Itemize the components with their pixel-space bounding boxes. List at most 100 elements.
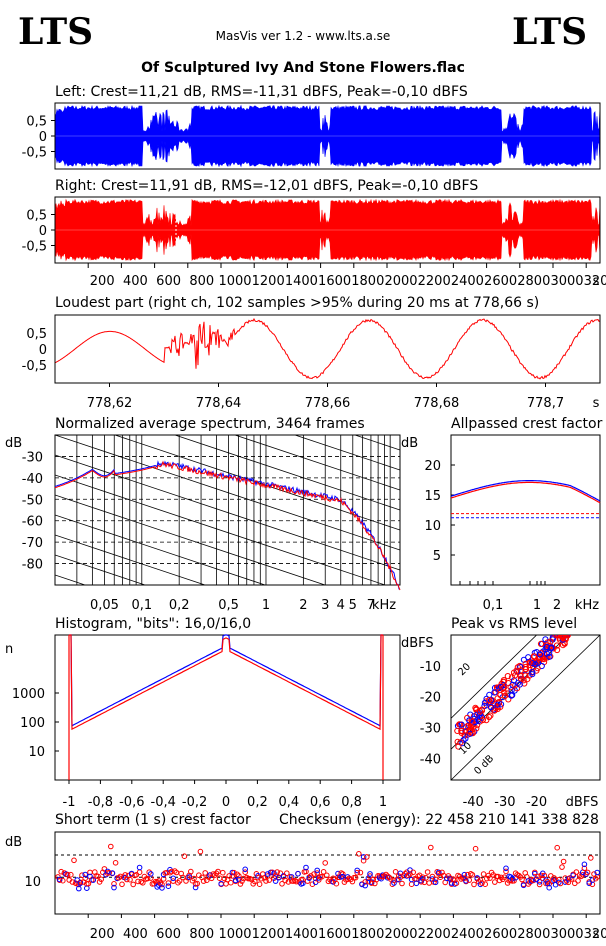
histogram-xtick-label: 0 xyxy=(222,795,230,810)
peak-rms-diag-label: 0 dB xyxy=(472,753,496,777)
crest-short-xtick-label: 1600 xyxy=(318,927,351,942)
crest-short-point-right xyxy=(560,858,567,865)
crest-short-point-right xyxy=(319,873,325,880)
peak-rms-point xyxy=(558,635,565,639)
right-wave-ytick-label: 0,5 xyxy=(26,209,47,224)
crest-short-xtick-label: 400 xyxy=(123,927,148,942)
crest-short-point-left xyxy=(536,879,543,885)
spectrum-diag xyxy=(55,514,267,585)
crest-short-xtick-label: 800 xyxy=(189,927,214,942)
crest-short-point-right xyxy=(471,881,477,888)
right-wave-ytick-label: -0,5 xyxy=(22,240,47,255)
peak-rms-point xyxy=(477,708,484,715)
logo-left: LTS xyxy=(18,11,93,53)
spectrum-diag xyxy=(55,574,87,585)
peak-rms-point xyxy=(498,701,505,708)
histogram-title: Histogram, "bits": 16,0/16,0 xyxy=(55,616,251,632)
spectrum-diag xyxy=(55,435,400,551)
crest-short-ylabel: dB xyxy=(5,835,22,850)
crest-short-point-right xyxy=(452,877,458,884)
peak-rms-point xyxy=(458,721,465,728)
peak-rms-point xyxy=(491,689,498,696)
peak-rms-point xyxy=(554,646,561,654)
allpass-frame xyxy=(450,434,601,586)
time-xtick-label: 2800 xyxy=(517,274,550,289)
crest-short-point-right xyxy=(354,869,361,876)
crest-short-point-right xyxy=(351,874,357,881)
histogram-ytick-label: 100 xyxy=(20,716,45,731)
time-xtick-label: 2000 xyxy=(384,274,417,289)
crest-short-point-right xyxy=(200,878,207,884)
peak-rms-point xyxy=(537,640,545,648)
crest-short-point-left xyxy=(461,871,468,878)
crest-short-point-right xyxy=(423,875,429,881)
peak-rms-point xyxy=(517,673,524,680)
peak-rms-point xyxy=(536,655,543,662)
spectrum-xtick-label: 7 xyxy=(367,598,375,613)
crest-short-point-right xyxy=(573,869,580,875)
crest-short-point-right xyxy=(136,869,143,876)
crest-short-point-left xyxy=(272,878,279,884)
crest-short-point-left xyxy=(159,885,165,891)
histogram-ytick-label: 10 xyxy=(28,745,45,760)
histogram-xtick-label: 0,4 xyxy=(278,795,299,810)
crest-short-point-left xyxy=(232,877,239,884)
crest-short-point-left xyxy=(84,885,90,892)
crest-short-point-right xyxy=(106,869,112,876)
crest-short-point-right xyxy=(480,871,487,877)
crest-short-point-left xyxy=(165,883,172,890)
crest-short-point-right xyxy=(284,870,290,877)
crest-short-point-right xyxy=(277,870,284,877)
crest-short-point-right xyxy=(392,869,399,875)
crest-short-point-left xyxy=(111,884,117,891)
crest-short-point-right xyxy=(516,872,522,879)
histogram-xtick-label: -0,8 xyxy=(88,795,113,810)
crest-short-point-right xyxy=(159,881,165,888)
time-xtick-label: 1800 xyxy=(351,274,384,289)
loudest-xtick-label: 778,62 xyxy=(87,396,133,411)
crest-short-point-right xyxy=(472,845,479,852)
crest-short-point-right xyxy=(140,880,146,886)
peak-rms-point xyxy=(526,659,533,666)
crest-short-point-right xyxy=(60,877,66,884)
loudest-xtick-label: 778,64 xyxy=(196,396,242,411)
crest-short-ytick-label: 10 xyxy=(24,875,41,890)
peak-rms-point xyxy=(487,703,495,711)
crest-short-point-left xyxy=(109,870,116,876)
peak-rms-point xyxy=(553,642,561,649)
allpass-ylabel: dB xyxy=(401,436,418,451)
crest-short-point-right xyxy=(130,881,136,888)
crest-short-point-right xyxy=(197,848,204,855)
time-xtick-label: 600 xyxy=(156,274,181,289)
crest-short-point-right xyxy=(490,872,497,878)
spectrum-diag xyxy=(55,534,207,585)
crest-short-point-left xyxy=(300,880,306,887)
crest-short-point-right xyxy=(388,876,394,882)
peak-rms-frame xyxy=(450,634,601,781)
peak-rms-point xyxy=(530,653,537,660)
crest-short-xtick-label: 2800 xyxy=(517,927,550,942)
crest-short-point-left xyxy=(82,871,88,878)
peak-rms-point xyxy=(529,660,536,667)
crest-short-point-right xyxy=(303,868,309,875)
crest-short-point-right xyxy=(226,873,232,879)
peak-rms-point xyxy=(505,696,512,703)
crest-short-point-right xyxy=(112,860,119,866)
spectrum-frame xyxy=(54,434,401,586)
crest-short-point-right xyxy=(322,860,329,866)
spectrum-ytick-label: -60 xyxy=(22,515,43,530)
crest-short-point-right xyxy=(503,868,509,875)
spectrum-diag xyxy=(55,275,400,390)
peak-rms-point xyxy=(478,706,485,713)
histogram-xtick-label: 0,2 xyxy=(247,795,268,810)
loudest-ytick-label: 0 xyxy=(39,343,47,358)
crest-short-point-right xyxy=(399,880,405,887)
loudest-ytick-label: 0,5 xyxy=(26,327,47,342)
crest-short-xtick-label: 2400 xyxy=(451,927,484,942)
crest-short-point-right xyxy=(135,878,141,885)
peak-rms-point xyxy=(467,711,474,718)
crest-short-point-right xyxy=(466,877,473,883)
crest-short-point-right xyxy=(79,872,85,879)
crest-short-point-right xyxy=(535,873,541,880)
loudest-frame xyxy=(54,314,601,384)
